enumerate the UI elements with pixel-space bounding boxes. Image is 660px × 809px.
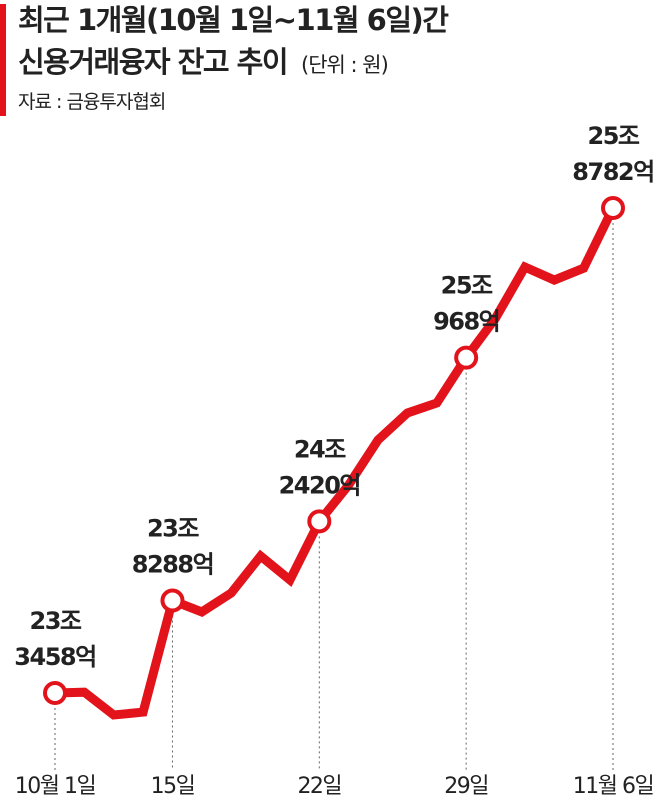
x-tick-label: 10월 1일 [15, 774, 96, 799]
chart-subtitle: 신용거래융자 잔고 추이 [18, 45, 287, 79]
point [307, 509, 332, 534]
x-tick-label: 22일 [297, 774, 341, 799]
line [54, 206, 618, 720]
unit-label: (단위 : 원) [301, 53, 388, 77]
x-tick-label: 11월 6일 [573, 774, 654, 799]
value-label: 23조 [147, 515, 199, 543]
value-label: 24조 [294, 435, 346, 463]
value-label: 25조 [441, 272, 493, 300]
point [454, 345, 479, 370]
chart-title: 최근 1개월(10월 1일~11월 6일)간 [18, 3, 449, 37]
value-label: 25조 [588, 122, 640, 150]
point [160, 588, 185, 613]
value-label: 968억 [433, 308, 499, 336]
x-tick-label: 29일 [444, 774, 488, 799]
value-label: 2420억 [279, 471, 360, 499]
point [43, 681, 67, 706]
point [601, 196, 625, 220]
value-label: 8288억 [132, 551, 213, 579]
subtitle-line: 신용거래융자 잔고 추이 (단위 : 원) [18, 45, 388, 79]
x-tick-label: 15일 [151, 774, 195, 799]
value-label: 3458억 [14, 643, 95, 671]
value-label: 8782억 [572, 158, 653, 186]
value-label: 23조 [30, 607, 82, 635]
title-bar [0, 4, 6, 116]
source: 자료 : 금융투자협회 [18, 91, 165, 113]
